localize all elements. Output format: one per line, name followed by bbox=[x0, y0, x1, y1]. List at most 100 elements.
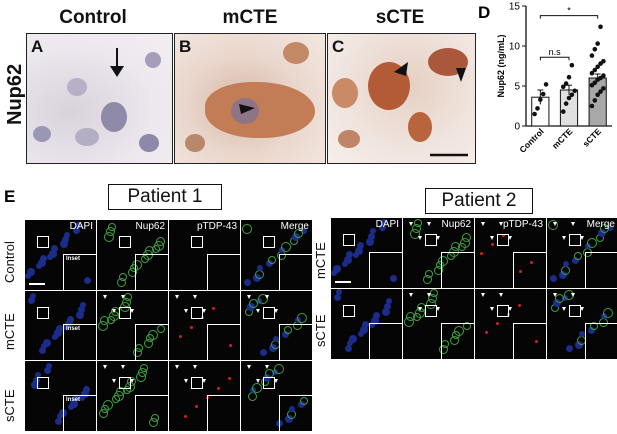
cell-marker bbox=[46, 362, 52, 369]
cell-marker bbox=[268, 256, 276, 264]
cell-marker bbox=[561, 266, 570, 275]
cell-marker bbox=[28, 296, 35, 304]
cell-marker bbox=[249, 298, 258, 308]
cell-marker bbox=[70, 399, 78, 408]
arrowhead-icon bbox=[256, 379, 260, 384]
cell-marker bbox=[574, 252, 582, 260]
arrowhead-icon bbox=[481, 293, 485, 297]
arrowhead-icon bbox=[481, 222, 485, 226]
cell-marker bbox=[491, 243, 494, 246]
channel-label-merge: Merge bbox=[586, 219, 615, 230]
cell-marker bbox=[563, 261, 569, 267]
p1-mcte-dapi-panel: Inset bbox=[25, 290, 96, 361]
significance-label: * bbox=[567, 6, 571, 16]
arrowhead-icon bbox=[193, 294, 197, 299]
cell-marker bbox=[518, 304, 521, 307]
arrowhead-icon bbox=[274, 379, 278, 384]
cell-marker bbox=[358, 331, 364, 337]
arrowhead-icon bbox=[418, 307, 422, 311]
cell-marker bbox=[519, 270, 522, 273]
cell-marker bbox=[346, 251, 353, 258]
inset-box bbox=[207, 253, 240, 290]
cell-marker bbox=[390, 275, 397, 282]
cell-marker bbox=[81, 390, 89, 399]
inset-box bbox=[207, 324, 240, 361]
cell-marker bbox=[379, 224, 386, 231]
ihc-panel-c: C bbox=[327, 33, 476, 164]
data-point bbox=[569, 92, 575, 98]
arrowhead-icon bbox=[175, 294, 179, 299]
roi-square bbox=[497, 305, 509, 317]
cell-marker bbox=[371, 317, 379, 325]
roi-square bbox=[119, 306, 131, 319]
cell-marker bbox=[72, 395, 79, 403]
inset-box bbox=[135, 324, 168, 361]
nup62-bar-chart: 0 5 10 15 Nup62 (ng/mL) Control mCTE sCTE n.s * bbox=[496, 2, 612, 155]
channel-label-dapi: DAPI bbox=[69, 221, 93, 232]
p1-control-merge-panel: Merge bbox=[241, 220, 312, 290]
cell-marker bbox=[485, 331, 488, 334]
cell-marker bbox=[301, 228, 307, 234]
data-point bbox=[595, 92, 600, 98]
data-point bbox=[538, 97, 543, 102]
inset-box bbox=[63, 253, 96, 290]
patient-1-image-grid: DAPI Inset Nup62 pTDP-43 Merge Inset Inset bbox=[25, 220, 314, 432]
inset-box bbox=[441, 323, 474, 359]
cell-marker bbox=[334, 294, 341, 301]
arrowhead-icon bbox=[499, 222, 503, 226]
arrowhead-icon bbox=[202, 308, 206, 313]
panel-letter-a: A bbox=[31, 37, 44, 56]
data-point bbox=[592, 46, 598, 52]
arrowhead-icon bbox=[112, 308, 116, 313]
p2-mcte-merge-panel: Merge bbox=[547, 218, 617, 288]
cell-marker bbox=[355, 247, 363, 255]
arrowhead-icon bbox=[409, 222, 413, 226]
cell bbox=[283, 42, 309, 64]
cell-marker bbox=[342, 261, 348, 267]
cell-marker bbox=[454, 326, 464, 336]
inset-box bbox=[63, 394, 96, 431]
cell-marker bbox=[116, 386, 125, 396]
arrowhead-icon bbox=[121, 294, 125, 299]
bar-mcte bbox=[559, 89, 579, 127]
roi-square bbox=[191, 306, 203, 319]
roi-square bbox=[263, 377, 275, 390]
cell-marker bbox=[49, 249, 57, 258]
roi-square bbox=[263, 306, 275, 319]
cell-marker bbox=[132, 259, 142, 270]
arrowhead-icon bbox=[490, 307, 494, 311]
arrowhead-icon bbox=[562, 307, 566, 311]
inset-box bbox=[441, 252, 474, 288]
arrowhead-icon bbox=[184, 308, 188, 313]
row-title-nup62: Nup62 bbox=[4, 63, 26, 125]
arrow-icon bbox=[110, 48, 124, 77]
cell-marker bbox=[381, 219, 387, 225]
cell-marker bbox=[368, 233, 375, 240]
p2-scte-ptdp-43-panel bbox=[475, 289, 546, 359]
p2-scte-merge-panel bbox=[547, 289, 617, 359]
inset-box bbox=[369, 252, 402, 288]
cell-marker bbox=[151, 413, 159, 422]
panel-letter-d: D bbox=[478, 3, 491, 22]
cell-marker bbox=[62, 236, 69, 243]
cell-marker bbox=[75, 222, 81, 229]
roi-square bbox=[119, 377, 131, 390]
y-tick-label: 10 bbox=[509, 42, 521, 53]
cell-marker bbox=[282, 330, 289, 338]
inset-label: Inset bbox=[66, 396, 81, 403]
arrowhead-icon bbox=[499, 293, 503, 297]
data-point bbox=[543, 82, 549, 87]
arrowhead-icon bbox=[427, 293, 431, 297]
cell-marker bbox=[83, 385, 90, 393]
p1-mcte-nup62-panel bbox=[97, 290, 168, 361]
arrowhead-icon bbox=[265, 365, 269, 370]
cell-marker bbox=[148, 329, 158, 340]
cell-marker bbox=[603, 308, 613, 318]
arrowhead-icon bbox=[239, 104, 255, 114]
cell-marker bbox=[360, 326, 368, 334]
ihc-panel-b: B bbox=[174, 33, 326, 164]
p2-mcte-dapi-panel: DAPI bbox=[331, 218, 402, 288]
cell-marker bbox=[52, 333, 58, 340]
p1-scte-dapi-panel: Inset bbox=[25, 361, 96, 431]
cell-marker bbox=[35, 372, 41, 379]
